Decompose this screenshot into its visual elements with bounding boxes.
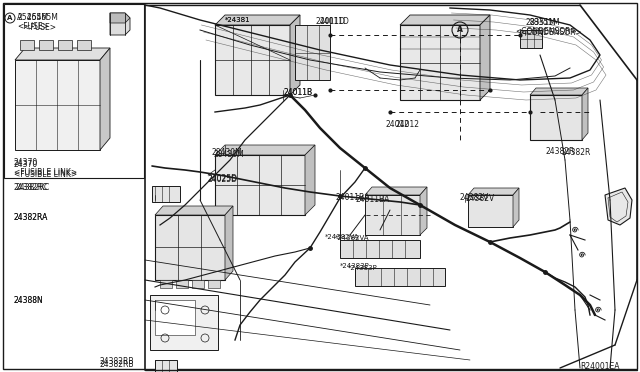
- Text: 24382R: 24382R: [562, 148, 591, 157]
- Text: A  25465M: A 25465M: [17, 13, 58, 22]
- Polygon shape: [290, 15, 300, 95]
- Text: 24370: 24370: [14, 160, 38, 169]
- Text: *24382VA: *24382VA: [325, 234, 360, 240]
- Text: *24383P: *24383P: [348, 265, 378, 271]
- Text: <CONDENSOR>: <CONDENSOR>: [515, 27, 577, 36]
- Text: 24011B: 24011B: [283, 88, 312, 97]
- Text: R24001EA: R24001EA: [580, 362, 620, 371]
- Polygon shape: [340, 240, 420, 258]
- Polygon shape: [110, 13, 130, 35]
- Text: 24370: 24370: [14, 158, 38, 167]
- Text: 24382V: 24382V: [465, 194, 494, 203]
- Text: A: A: [457, 26, 463, 35]
- Text: <FUSE>: <FUSE>: [17, 23, 56, 32]
- Polygon shape: [295, 25, 330, 80]
- Polygon shape: [155, 215, 225, 280]
- Polygon shape: [480, 15, 490, 100]
- Polygon shape: [155, 206, 233, 215]
- Text: 24025D: 24025D: [208, 174, 238, 183]
- Text: 28430M: 28430M: [213, 150, 244, 159]
- Text: 24011B: 24011B: [283, 88, 312, 97]
- Polygon shape: [215, 15, 300, 25]
- Polygon shape: [520, 30, 542, 48]
- Bar: [192, 280, 204, 288]
- Text: 24012: 24012: [395, 120, 419, 129]
- Text: 24011BA: 24011BA: [335, 193, 369, 202]
- Bar: [39, 40, 53, 50]
- Text: 24388N: 24388N: [14, 296, 44, 305]
- Polygon shape: [420, 187, 427, 235]
- Bar: [160, 280, 172, 288]
- Polygon shape: [605, 188, 632, 225]
- Polygon shape: [365, 195, 420, 235]
- Text: 24011D: 24011D: [315, 17, 345, 26]
- Text: 24382RB: 24382RB: [100, 357, 134, 366]
- Polygon shape: [582, 88, 588, 140]
- Polygon shape: [513, 188, 519, 227]
- Polygon shape: [400, 25, 480, 100]
- Polygon shape: [400, 15, 490, 25]
- Bar: [208, 280, 220, 288]
- Polygon shape: [225, 206, 233, 280]
- Text: 25465M: 25465M: [17, 13, 48, 22]
- Polygon shape: [155, 360, 177, 372]
- Polygon shape: [155, 300, 195, 335]
- Text: 24388N: 24388N: [14, 296, 44, 305]
- Text: 24382RA: 24382RA: [14, 213, 49, 222]
- Polygon shape: [15, 60, 100, 150]
- Polygon shape: [468, 188, 519, 195]
- Text: 24012: 24012: [385, 120, 409, 129]
- Text: <FUSIBLE LINK>: <FUSIBLE LINK>: [14, 168, 77, 177]
- Text: 24382RC: 24382RC: [15, 183, 49, 192]
- Text: 24382R: 24382R: [545, 147, 574, 156]
- Polygon shape: [530, 88, 588, 95]
- Bar: [58, 40, 72, 50]
- Text: 24011BA: 24011BA: [355, 195, 389, 204]
- Text: 24011D: 24011D: [320, 17, 350, 26]
- Bar: [152, 186, 180, 202]
- Text: *24382VA: *24382VA: [335, 235, 369, 241]
- Text: 24382V: 24382V: [460, 193, 489, 202]
- Text: 28351M: 28351M: [530, 18, 561, 27]
- Text: 28351M: 28351M: [525, 18, 556, 27]
- Polygon shape: [215, 25, 290, 95]
- Text: 24382RC: 24382RC: [14, 183, 48, 192]
- Polygon shape: [100, 48, 110, 150]
- Polygon shape: [530, 95, 582, 140]
- Text: *24381: *24381: [225, 17, 251, 23]
- Text: 24025D: 24025D: [208, 175, 238, 184]
- Polygon shape: [468, 195, 513, 227]
- Text: <CONDENSOR>: <CONDENSOR>: [520, 28, 582, 37]
- Polygon shape: [215, 155, 305, 215]
- Polygon shape: [305, 145, 315, 215]
- Text: <FUSE>: <FUSE>: [17, 22, 49, 31]
- Bar: [176, 280, 188, 288]
- Text: *24381: *24381: [225, 17, 251, 23]
- Text: <FUSIBLE LINK>: <FUSIBLE LINK>: [14, 170, 77, 179]
- Polygon shape: [355, 268, 445, 286]
- Text: *24383P: *24383P: [340, 263, 370, 269]
- Text: A: A: [7, 15, 13, 21]
- Polygon shape: [215, 145, 315, 155]
- Polygon shape: [150, 295, 218, 350]
- Polygon shape: [15, 48, 110, 60]
- Bar: [20, 40, 34, 50]
- Text: 24382RB: 24382RB: [100, 360, 134, 369]
- Text: 28430M: 28430M: [212, 148, 243, 157]
- Text: 24382RA: 24382RA: [14, 213, 49, 222]
- Bar: [4, 4, 144, 178]
- Bar: [77, 40, 91, 50]
- Polygon shape: [110, 13, 130, 23]
- Polygon shape: [365, 187, 427, 195]
